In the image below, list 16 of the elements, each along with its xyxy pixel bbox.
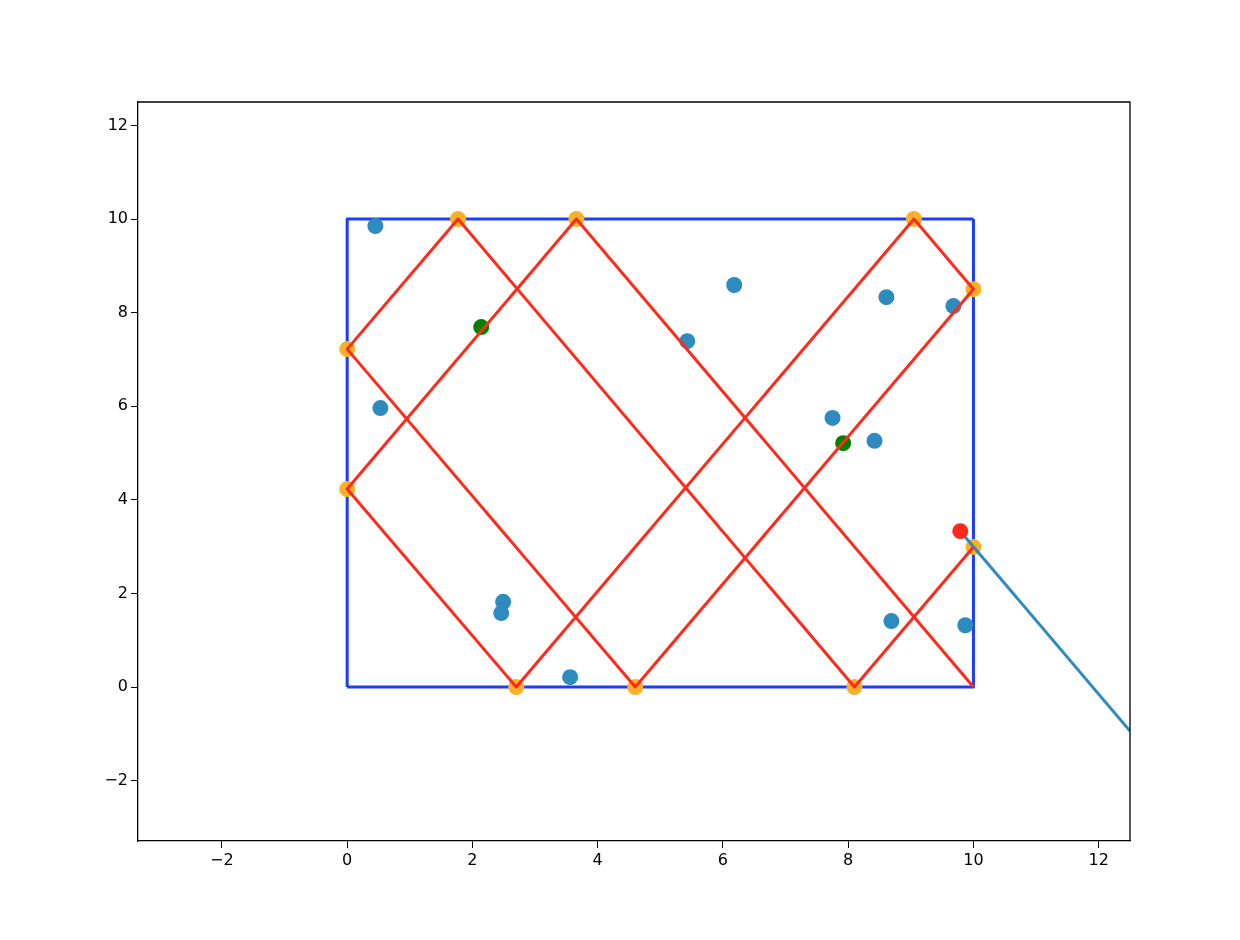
- y-tick-label: 6: [117, 395, 128, 415]
- x-tick-label: 10: [963, 849, 984, 869]
- x-tick-label: −2: [210, 849, 234, 869]
- x-tick-label: 6: [717, 849, 729, 869]
- x-tick-label: 0: [342, 849, 353, 869]
- y-tick-label: 8: [117, 301, 128, 321]
- x-tick-label: 12: [1088, 849, 1109, 869]
- y-tick-label: 2: [117, 582, 128, 602]
- x-tick-label: 8: [843, 849, 854, 869]
- y-tick-label: −2: [104, 769, 128, 789]
- y-tick-label: 4: [117, 488, 128, 508]
- x-tick-label: 2: [467, 849, 478, 869]
- y-tick-label: 10: [107, 208, 128, 228]
- y-tick-label: 0: [117, 676, 128, 696]
- y-tick-label: 12: [107, 114, 128, 134]
- x-tick-label: 4: [592, 849, 603, 869]
